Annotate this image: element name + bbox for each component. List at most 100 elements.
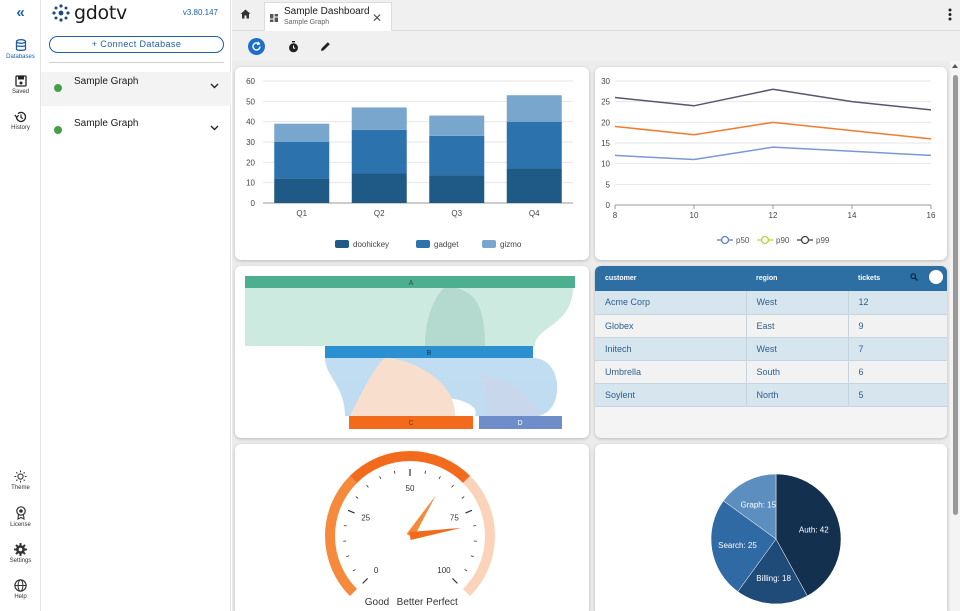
- pie-slice[interactable]: [710, 500, 777, 592]
- legend-label[interactable]: doohickey: [353, 240, 389, 249]
- pie-slice-label: Graph: 15: [741, 500, 777, 509]
- nav-rail: « Databases Saved History: [0, 0, 41, 611]
- table-row[interactable]: Soylent North 5: [595, 383, 947, 407]
- sankey-link: [325, 358, 558, 416]
- gauge-band-label: Perfect: [426, 597, 458, 608]
- legend-marker[interactable]: [720, 235, 730, 245]
- legend-marker[interactable]: [760, 235, 770, 245]
- legend-marker[interactable]: [800, 235, 810, 245]
- bar-segment[interactable]: [506, 168, 562, 203]
- chevron-down-icon[interactable]: [210, 125, 219, 131]
- gauge-tick: [347, 509, 355, 514]
- y-tick-label: 50: [246, 97, 255, 106]
- rail-item-settings[interactable]: Settings: [0, 543, 41, 564]
- bar-segment[interactable]: [429, 135, 485, 176]
- table-options-toggle[interactable]: [929, 270, 943, 284]
- table-cell: West: [746, 291, 849, 315]
- close-icon[interactable]: ✕: [371, 11, 382, 25]
- table-row[interactable]: Globex East 9: [595, 314, 947, 338]
- x-tick-label: Q2: [374, 209, 385, 218]
- bar-chart-card: 0 10 20 30 40 50 60 Q1 Q2 Q3 Q4 doohickey gadget gizm…: [235, 67, 589, 260]
- line-chart: 0 5 10 15 20 25 30 8 10 12 14 16 p50 p90 p99: [601, 77, 936, 245]
- x-tick-label: Q4: [529, 209, 540, 218]
- legend-swatch[interactable]: [482, 240, 496, 248]
- table-cell: 6: [848, 360, 947, 384]
- rail-item-theme[interactable]: Theme: [0, 470, 41, 491]
- graph-item[interactable]: Sample Graph: [41, 72, 231, 106]
- dashboard-scrollbar[interactable]: [950, 61, 960, 611]
- bar-segment[interactable]: [506, 121, 562, 169]
- gauge-pointer: [406, 495, 436, 539]
- column-header[interactable]: customer: [595, 266, 746, 291]
- series-line-p50[interactable]: [614, 146, 932, 161]
- legend-swatch[interactable]: [416, 240, 430, 248]
- dashboard-canvas: 0 10 20 30 40 50 60 Q1 Q2 Q3 Q4 doohickey gadget gizm…: [232, 61, 950, 611]
- tab-sample-dashboard[interactable]: Sample Dashboard Sample Graph ✕: [264, 2, 392, 31]
- rail-item-databases[interactable]: Databases: [0, 39, 41, 60]
- tab-title: Sample Dashboard: [284, 6, 370, 17]
- bar-segment[interactable]: [274, 178, 330, 203]
- pie-slice[interactable]: [723, 473, 777, 540]
- connect-database-button[interactable]: + Connect Database: [49, 36, 224, 53]
- pie-slice[interactable]: [737, 538, 808, 605]
- table-row[interactable]: Umbrella South 6: [595, 360, 947, 384]
- graph-name: Sample Graph: [74, 118, 139, 129]
- gauge-band-label: Better: [397, 597, 424, 608]
- bar-segment[interactable]: [351, 107, 407, 130]
- legend-label[interactable]: p50: [736, 236, 750, 245]
- y-tick-label: 30: [601, 77, 610, 86]
- bar-segment[interactable]: [429, 175, 485, 203]
- rail-label: Saved: [11, 89, 29, 95]
- search-icon[interactable]: [910, 273, 918, 281]
- scroll-up-arrow[interactable]: [952, 64, 958, 68]
- gauge-tick-label: 50: [406, 484, 415, 493]
- graph-item[interactable]: Sample Graph: [41, 114, 231, 148]
- home-icon[interactable]: [240, 9, 251, 19]
- series-line-p99[interactable]: [614, 88, 932, 111]
- app-logo: gdotv: [51, 2, 127, 24]
- y-tick-label: 30: [246, 138, 255, 147]
- legend-label[interactable]: gizmo: [500, 240, 522, 249]
- table-cell: North: [746, 383, 849, 407]
- gauge-tick: [461, 496, 465, 499]
- scrollbar-thumb[interactable]: [953, 75, 958, 515]
- rail-item-license[interactable]: License: [0, 506, 41, 528]
- chevron-down-icon[interactable]: [210, 83, 219, 89]
- table-row[interactable]: Acme Corp West 12: [595, 291, 947, 315]
- table-row[interactable]: Initech West 7: [595, 337, 947, 361]
- edit-icon[interactable]: [320, 41, 331, 52]
- rail-item-history[interactable]: History: [0, 111, 41, 131]
- bar-segment[interactable]: [274, 123, 330, 142]
- rail-item-help[interactable]: Help: [0, 579, 41, 600]
- settings-icon: [14, 543, 27, 556]
- more-options-icon[interactable]: [948, 8, 952, 21]
- legend-label[interactable]: p99: [816, 236, 830, 245]
- sankey-link: [425, 287, 485, 346]
- gauge-tick: [451, 484, 454, 488]
- gauge-tick-label: 25: [361, 514, 370, 523]
- sankey-node-label: B: [427, 350, 432, 357]
- bar-segment[interactable]: [351, 129, 407, 174]
- refresh-icon[interactable]: [248, 38, 265, 55]
- legend-label[interactable]: p90: [776, 236, 790, 245]
- collapse-sidebar-button[interactable]: «: [16, 4, 25, 21]
- x-tick-label: 8: [613, 211, 618, 220]
- rail-label: History: [11, 125, 30, 131]
- connection-status-dot: [54, 84, 62, 92]
- column-header[interactable]: region: [746, 266, 848, 291]
- gauge-tick: [346, 555, 350, 558]
- pie-slice[interactable]: [775, 473, 842, 597]
- bar-segment[interactable]: [506, 95, 562, 122]
- legend-swatch[interactable]: [335, 240, 349, 248]
- rail-item-saved[interactable]: Saved: [0, 75, 41, 95]
- save-icon: [14, 75, 27, 87]
- pie-slice-label: Billing: 18: [756, 574, 791, 583]
- bar-segment[interactable]: [351, 173, 407, 203]
- legend-label[interactable]: gadget: [434, 240, 459, 249]
- bar-segment[interactable]: [429, 115, 485, 136]
- rail-label: Settings: [9, 558, 32, 564]
- history-icon: [14, 111, 27, 123]
- timer-icon[interactable]: [288, 41, 299, 53]
- bar-segment[interactable]: [274, 142, 330, 179]
- series-line-p90[interactable]: [614, 121, 932, 140]
